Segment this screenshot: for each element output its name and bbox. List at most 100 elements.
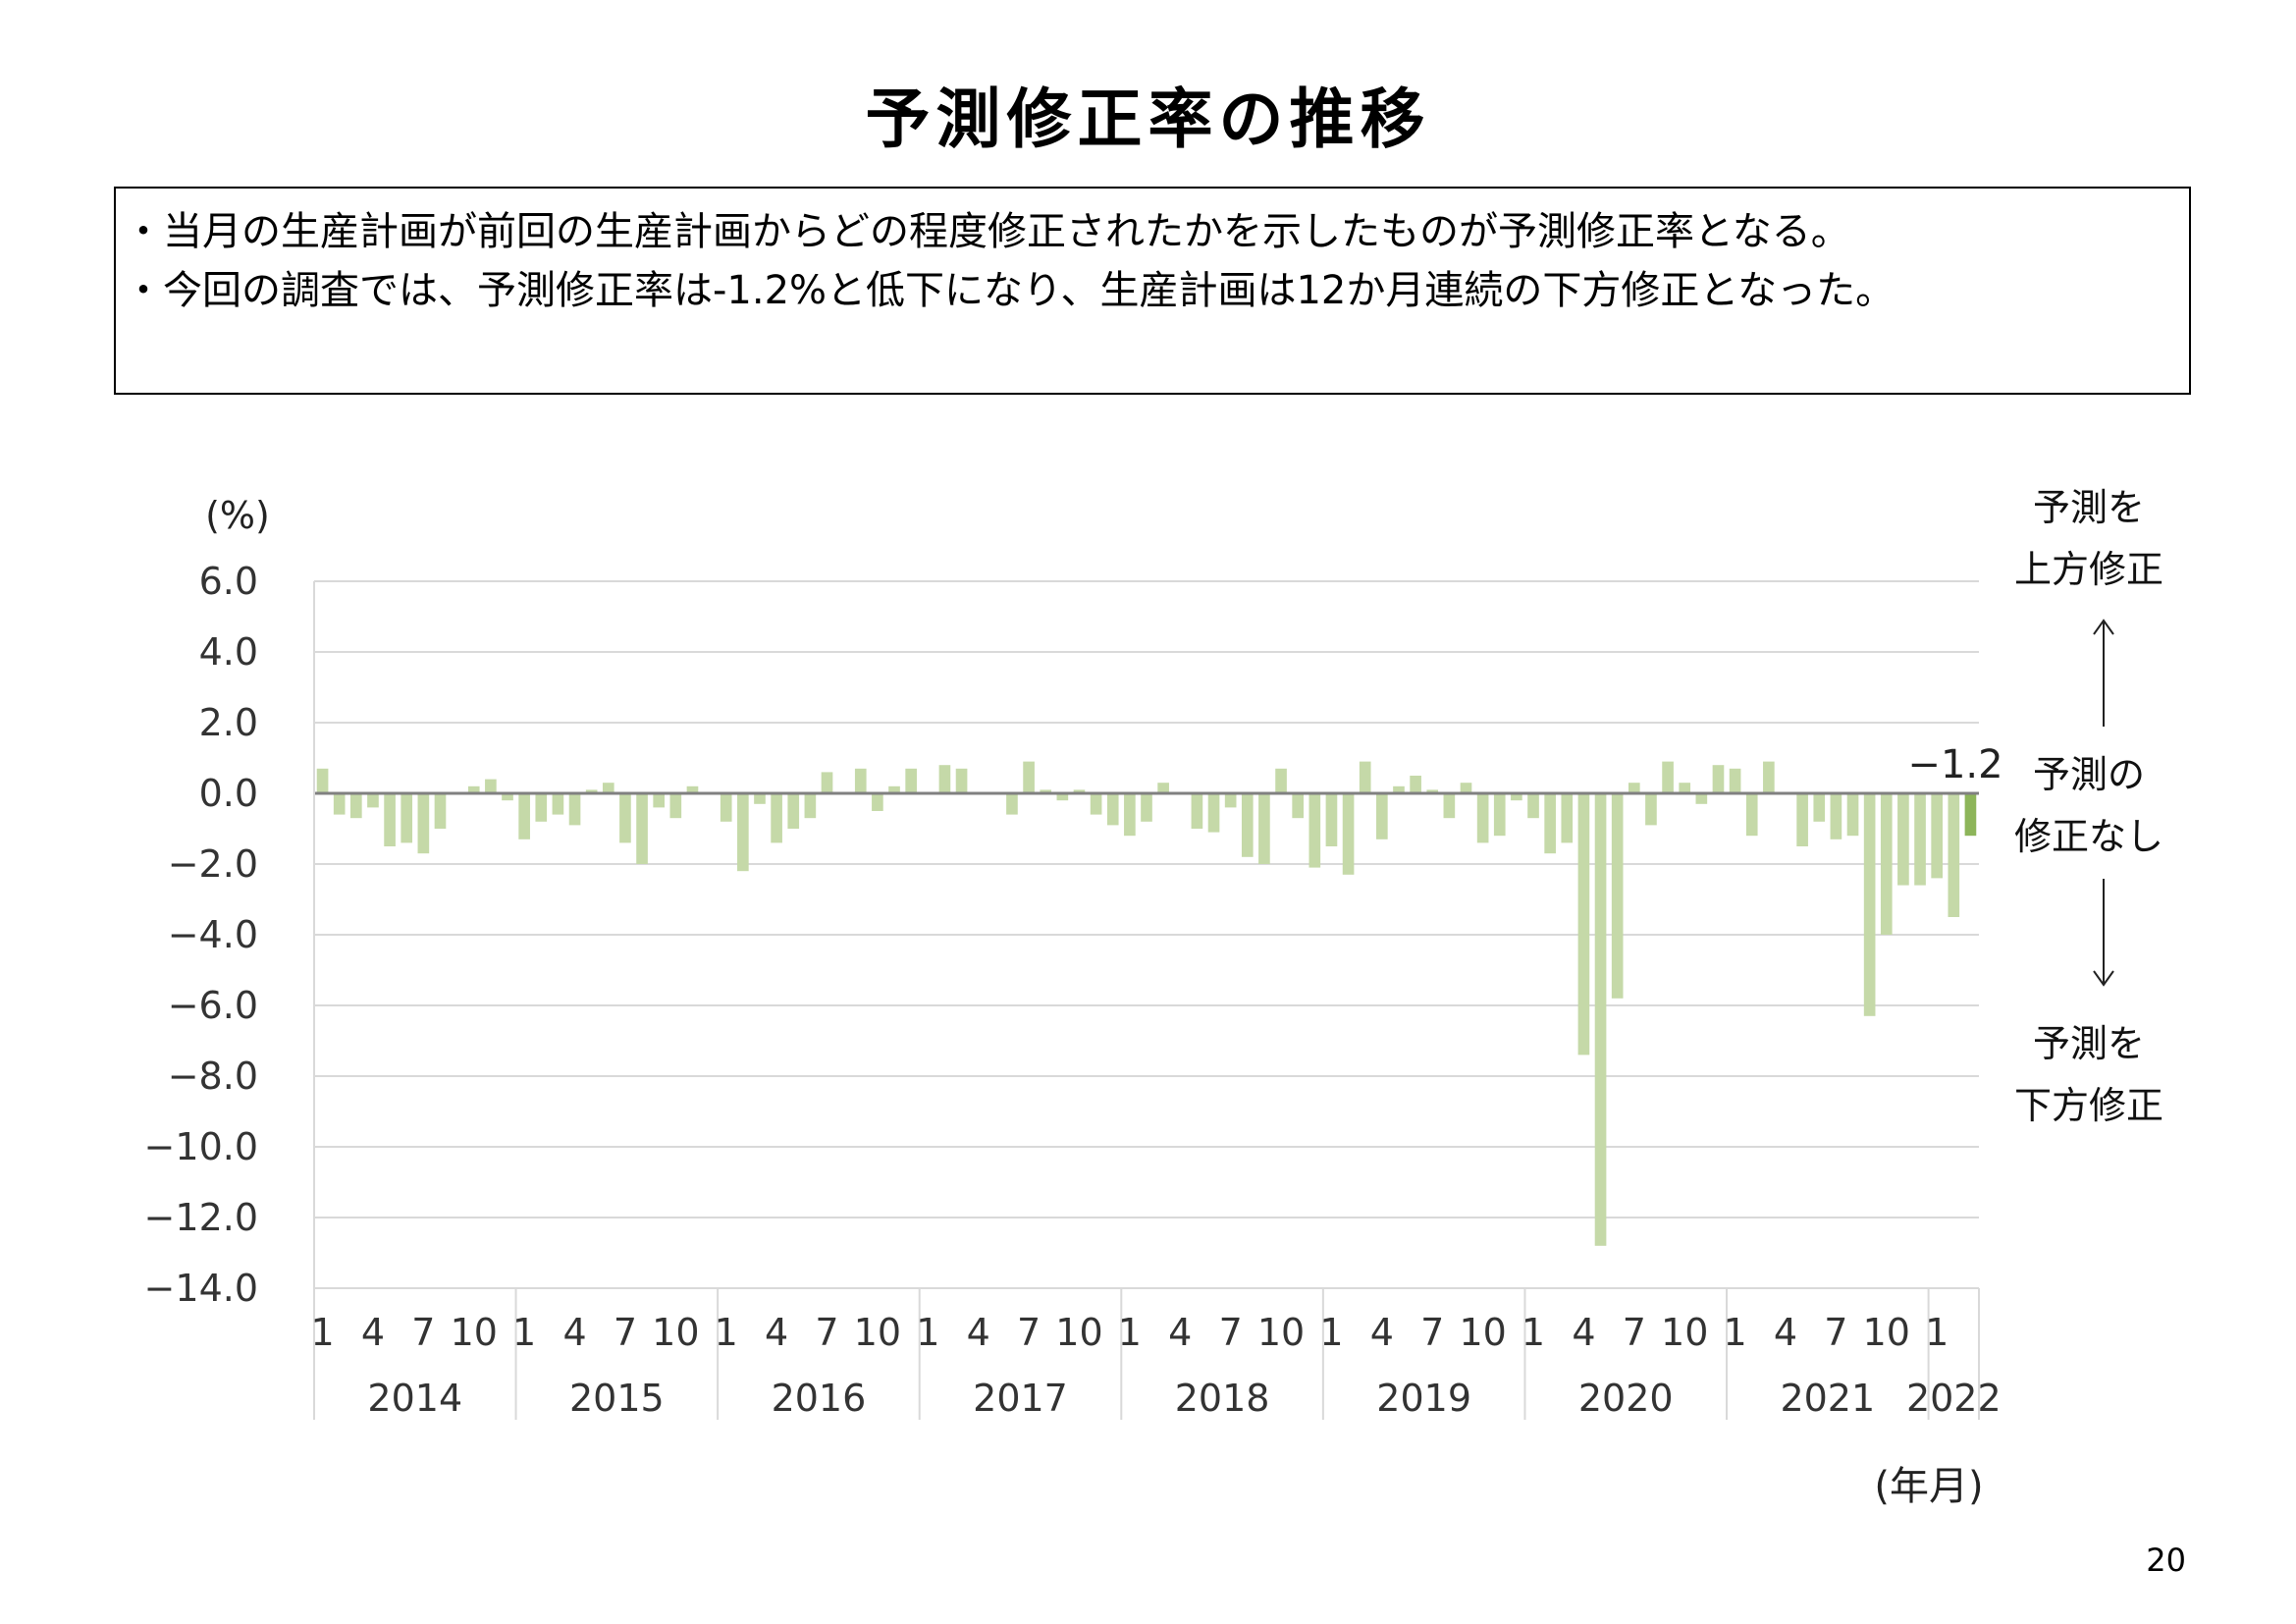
- x-tick-label-year: 2020: [1578, 1377, 1674, 1420]
- bar: [1090, 793, 1102, 815]
- bar: [1141, 793, 1152, 822]
- bar: [1124, 793, 1136, 837]
- bar: [1931, 793, 1943, 879]
- bar: [1023, 761, 1035, 793]
- bar: [384, 793, 396, 846]
- x-tick-label-month: 7: [1017, 1311, 1041, 1354]
- bar: [502, 793, 513, 801]
- x-tick-label-month: 7: [1420, 1311, 1444, 1354]
- annotation-neutral: 予測の 修正なし: [2014, 753, 2163, 858]
- y-tick-label: −2.0: [168, 842, 258, 886]
- bar: [787, 793, 800, 829]
- bar: [1258, 793, 1270, 864]
- y-tick-label: 4.0: [199, 630, 258, 674]
- bar: [754, 793, 766, 804]
- x-tick-label-year: 2021: [1780, 1377, 1875, 1420]
- bar: [686, 785, 699, 793]
- bar: [400, 793, 413, 843]
- x-tick-label-year: 2017: [973, 1377, 1068, 1420]
- bar: [1544, 793, 1556, 854]
- bar: [518, 793, 530, 839]
- annotation-down-line-1: 予測を: [2033, 1022, 2145, 1065]
- x-tick-label-year: 2022: [1906, 1377, 2002, 1420]
- annotation-down: 予測を 下方修正: [2014, 1022, 2163, 1127]
- bar: [1443, 793, 1456, 819]
- note-line-2: ・今回の調査では、予測修正率は-1.2%と低下になり、生産計画は12か月連続の下…: [124, 268, 1896, 313]
- x-tick-label-month: 1: [1925, 1311, 1949, 1354]
- bar: [821, 772, 833, 793]
- y-tick-label: 0.0: [199, 772, 258, 815]
- bar: [1712, 765, 1725, 793]
- bar: [1846, 793, 1859, 837]
- bar: [771, 793, 782, 843]
- x-tick-label-month: 1: [1522, 1311, 1545, 1354]
- annotation-up-line-2: 上方修正: [2014, 548, 2163, 591]
- bar: [316, 768, 329, 793]
- bar: [1763, 761, 1775, 793]
- bar: [1275, 768, 1287, 793]
- bar: [568, 793, 581, 826]
- bar: [1073, 789, 1086, 793]
- bar: [1359, 761, 1371, 793]
- bar: [350, 793, 362, 819]
- x-tick-label-month: 1: [916, 1311, 939, 1354]
- bar: [1964, 793, 1977, 837]
- bar: [1006, 793, 1018, 815]
- bar: [434, 793, 447, 829]
- latest-value-label: −1.2: [1907, 742, 2002, 787]
- bar: [417, 793, 430, 854]
- bar: [552, 793, 564, 815]
- bar: [1880, 793, 1893, 935]
- bar: [872, 793, 883, 811]
- bar: [653, 793, 666, 808]
- bar: [585, 789, 598, 793]
- bar: [1511, 793, 1522, 801]
- bar: [467, 785, 480, 793]
- bar: [1645, 793, 1657, 826]
- x-tick-label-month: 10: [652, 1311, 699, 1354]
- x-tick-label-month: 10: [854, 1311, 901, 1354]
- bar: [1628, 783, 1640, 793]
- bar: [1527, 793, 1539, 819]
- x-tick-label-month: 4: [361, 1311, 385, 1354]
- bar: [1594, 793, 1607, 1246]
- bar: [1393, 785, 1405, 793]
- x-tick-label-month: 7: [1623, 1311, 1646, 1354]
- y-axis-label: (%): [205, 494, 270, 537]
- annotation-down-line-2: 下方修正: [2014, 1084, 2163, 1127]
- bar: [1493, 793, 1506, 837]
- grid-lines: [314, 580, 1979, 1289]
- bar: [1342, 793, 1355, 875]
- y-tick-label: −8.0: [168, 1055, 258, 1098]
- note-line-1: ・当月の生産計画が前回の生産計画からどの程度修正されたかを示したものが予測修正率…: [124, 209, 1850, 254]
- bar: [367, 793, 379, 808]
- bar: [1376, 793, 1388, 839]
- x-tick-label-year: 2019: [1376, 1377, 1471, 1420]
- bar: [1476, 793, 1489, 843]
- page-number: 20: [2146, 1542, 2186, 1579]
- bar: [333, 793, 346, 815]
- bar: [1056, 793, 1069, 801]
- bar: [1863, 793, 1876, 1016]
- x-tick-label-month: 1: [512, 1311, 536, 1354]
- bar: [1577, 793, 1590, 1056]
- bar: [535, 793, 548, 822]
- bar: [485, 779, 497, 793]
- x-tick-label-month: 7: [815, 1311, 838, 1354]
- x-tick-label-month: 7: [411, 1311, 435, 1354]
- x-tick-label-month: 7: [1219, 1311, 1243, 1354]
- bar: [1914, 793, 1926, 886]
- bar: [1224, 793, 1237, 808]
- bar: [1308, 793, 1321, 868]
- bar: [1207, 793, 1220, 833]
- y-tick-label: 6.0: [199, 560, 258, 603]
- y-tick-labels: 6.0 4.0 2.0 0.0 −2.0 −4.0 −6.0 −8.0 −10.0 −12.0 −1…: [144, 560, 258, 1310]
- bar: [737, 793, 749, 872]
- x-tick-label-month: 10: [1257, 1311, 1305, 1354]
- bar: [636, 793, 648, 864]
- x-tick-label-month: 4: [765, 1311, 788, 1354]
- y-tick-label: −14.0: [144, 1267, 258, 1310]
- bar: [905, 768, 917, 793]
- bar: [1729, 768, 1741, 793]
